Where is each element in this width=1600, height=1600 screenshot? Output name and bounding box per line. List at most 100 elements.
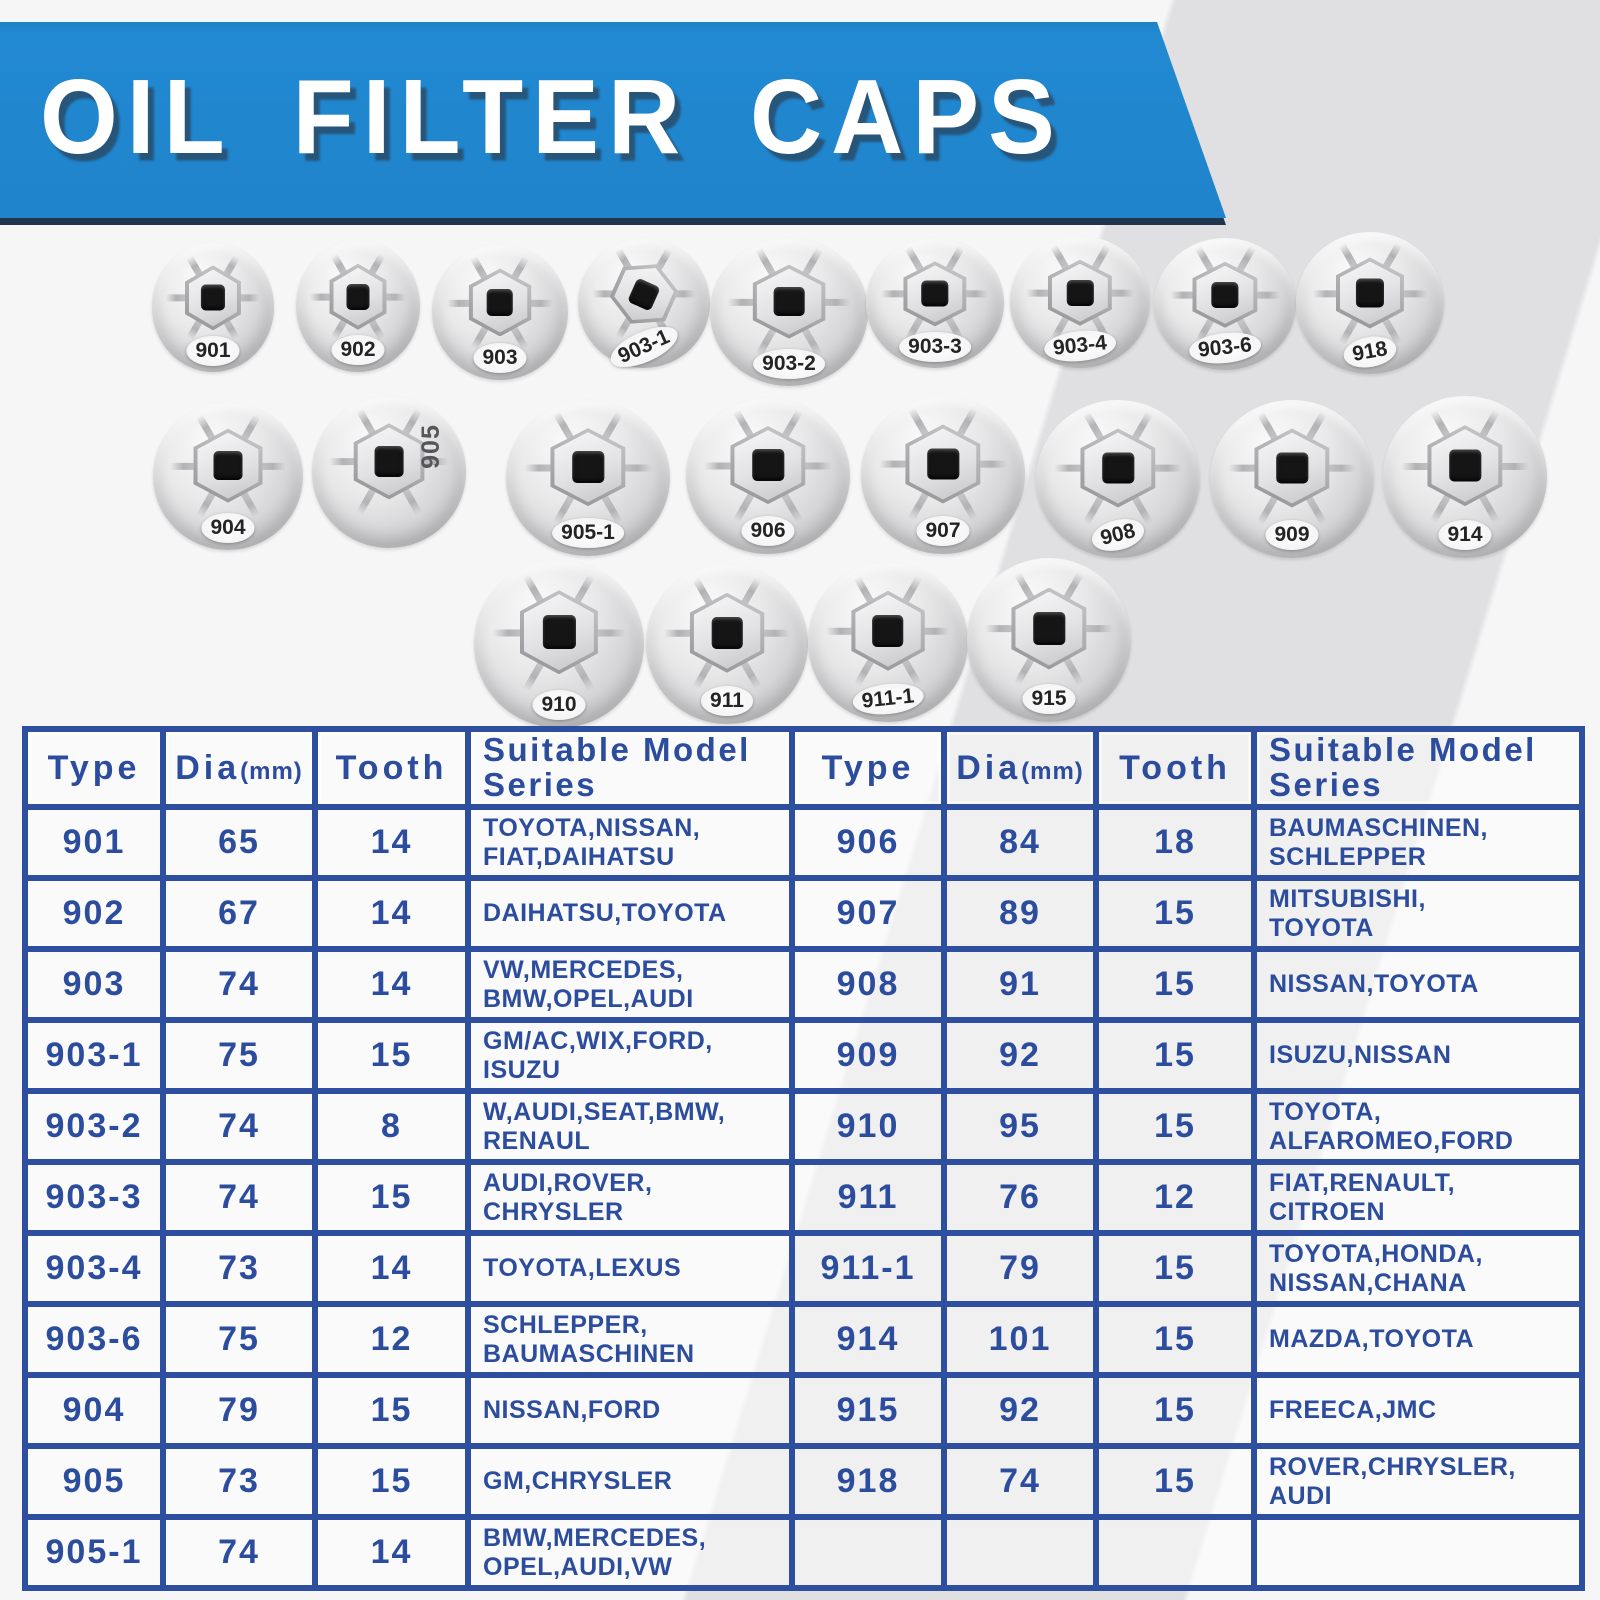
cap-label: 907 <box>916 516 970 547</box>
cap-911: 911 <box>646 564 808 724</box>
hex-hub <box>468 268 532 337</box>
cell-models: GM/AC,WIX,FORD, ISUZU <box>465 1017 795 1094</box>
hex-hub <box>329 263 387 330</box>
cell-tooth <box>1093 1514 1257 1591</box>
cell-dia: 89 <box>941 875 1099 952</box>
hex-hub <box>730 426 806 505</box>
cap-label: 903-2 <box>753 348 825 379</box>
cell-tooth: 18 <box>1093 804 1257 881</box>
cell-models: DAIHATSU,TOYOTA <box>465 875 795 952</box>
cell-type: 910 <box>789 1088 947 1165</box>
cell-type <box>789 1514 947 1591</box>
cap-915: 915 <box>967 558 1131 722</box>
cell-dia: 92 <box>941 1372 1099 1449</box>
cell-models: ISUZU,NISSAN <box>1251 1017 1585 1094</box>
square-drive-hole <box>1276 452 1308 484</box>
cell-models: FREECA,JMC <box>1251 1372 1585 1449</box>
cell-tooth: 12 <box>1093 1159 1257 1236</box>
table-row: 903-4 73 14 TOYOTA,LEXUS 911-1 79 15 TOY… <box>22 1230 1585 1307</box>
cell-models: BMW,MERCEDES, OPEL,AUDI,VW <box>465 1514 795 1591</box>
table-row: 901 65 14 TOYOTA,NISSAN, FIAT,DAIHATSU 9… <box>22 804 1585 881</box>
cell-dia: 74 <box>160 1088 318 1165</box>
square-drive-hole <box>346 283 370 310</box>
cell-type: 918 <box>789 1443 947 1520</box>
cell-tooth: 15 <box>1093 1372 1257 1449</box>
cell-type: 905-1 <box>22 1514 166 1591</box>
cell-dia: 76 <box>941 1159 1099 1236</box>
table-row: 903 74 14 VW,MERCEDES, BMW,OPEL,AUDI 908… <box>22 946 1585 1023</box>
hex-hub <box>184 265 242 331</box>
cell-dia: 75 <box>160 1017 318 1094</box>
square-drive-hole <box>213 450 243 481</box>
cell-tooth: 12 <box>312 1301 471 1378</box>
square-drive-hole <box>872 614 904 647</box>
cell-tooth: 15 <box>1093 1088 1257 1165</box>
cell-type: 905 <box>22 1443 166 1520</box>
cap-903-4: 903-4 <box>1010 236 1150 368</box>
cell-type: 904 <box>22 1372 166 1449</box>
cell-dia: 79 <box>941 1230 1099 1307</box>
square-drive-hole <box>1449 449 1481 482</box>
cell-type: 909 <box>789 1017 947 1094</box>
cell-dia: 74 <box>941 1443 1099 1520</box>
col-header-type: Type <box>789 726 947 810</box>
cell-tooth: 15 <box>1093 946 1257 1023</box>
cell-models: VW,MERCEDES, BMW,OPEL,AUDI <box>465 946 795 1023</box>
square-drive-hole <box>1102 452 1134 484</box>
cell-type: 908 <box>789 946 947 1023</box>
cell-tooth: 15 <box>312 1017 471 1094</box>
square-drive-hole <box>711 616 743 649</box>
cell-tooth: 15 <box>1093 1017 1257 1094</box>
cell-type: 903-2 <box>22 1088 166 1165</box>
cell-dia: 65 <box>160 804 318 881</box>
hex-hub <box>1047 259 1113 326</box>
cell-dia: 74 <box>160 1514 318 1591</box>
hex-hub <box>905 424 981 504</box>
cell-tooth: 15 <box>312 1372 471 1449</box>
cap-914: 914 <box>1383 396 1547 558</box>
cap-918: 918 <box>1296 232 1444 374</box>
square-drive-hole <box>1066 279 1094 306</box>
cell-type: 901 <box>22 804 166 881</box>
cap-901: 901 <box>152 242 274 372</box>
cell-tooth: 15 <box>312 1443 471 1520</box>
cell-type: 911 <box>789 1159 947 1236</box>
banner: OIL FILTER CAPS <box>0 0 1300 240</box>
cap-905-1: 905-1 <box>506 400 670 556</box>
cell-tooth: 8 <box>312 1088 471 1165</box>
cap-907: 907 <box>861 396 1025 554</box>
col-header-models: Suitable Model Series <box>465 726 795 810</box>
cell-tooth: 14 <box>312 946 471 1023</box>
cap-909: 909 <box>1210 400 1374 558</box>
cell-tooth: 15 <box>1093 1301 1257 1378</box>
hex-hub <box>903 261 967 327</box>
table-header-row: Type Dia(mm) Tooth Suitable Model Series… <box>22 726 1585 810</box>
hex-hub <box>193 428 263 503</box>
square-drive-hole <box>773 286 805 317</box>
cell-type: 903-3 <box>22 1159 166 1236</box>
cap-label: 915 <box>1022 683 1076 714</box>
cell-models: MITSUBISHI, TOYOTA <box>1251 875 1585 952</box>
cell-models: TOYOTA,HONDA, NISSAN,CHANA <box>1251 1230 1585 1307</box>
cap-903-2: 903-2 <box>710 238 868 386</box>
cap-label: 910 <box>532 689 586 720</box>
cell-tooth: 15 <box>1093 875 1257 952</box>
cell-dia: 92 <box>941 1017 1099 1094</box>
cell-models: FIAT,RENAULT, CITROEN <box>1251 1159 1585 1236</box>
hex-hub <box>550 428 626 507</box>
col-header-tooth: Tooth <box>1093 726 1257 810</box>
square-drive-hole <box>1211 281 1239 308</box>
square-drive-hole <box>1033 612 1065 645</box>
col-header-dia: Dia(mm) <box>941 726 1099 810</box>
cell-dia: 67 <box>160 875 318 952</box>
square-drive-hole <box>572 451 604 483</box>
cell-type: 903 <box>22 946 166 1023</box>
cap-label: 905-1 <box>552 518 624 549</box>
cell-models: TOYOTA,LEXUS <box>465 1230 795 1307</box>
square-drive-hole <box>542 615 576 650</box>
cell-models: TOYOTA,NISSAN, FIAT,DAIHATSU <box>465 804 795 881</box>
table-row: 905-1 74 14 BMW,MERCEDES, OPEL,AUDI,VW <box>22 1514 1585 1591</box>
cap-label: 906 <box>741 516 795 547</box>
cell-models: NISSAN,TOYOTA <box>1251 946 1585 1023</box>
